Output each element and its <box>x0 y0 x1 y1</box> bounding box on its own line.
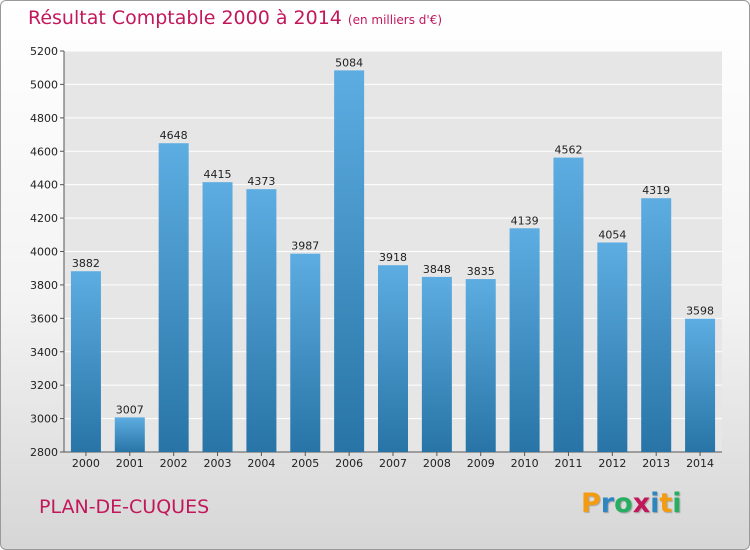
y-tick-label: 4000 <box>30 246 58 259</box>
y-tick-label: 3400 <box>30 346 58 359</box>
y-tick-label: 4200 <box>30 212 58 225</box>
bar-2014 <box>685 318 716 452</box>
y-tick-label: 5200 <box>30 45 58 58</box>
data-label-2008: 3848 <box>423 263 451 276</box>
data-label-2001: 3007 <box>116 403 144 416</box>
y-tick-label: 3800 <box>30 279 58 292</box>
bar-2010 <box>509 228 540 452</box>
bar-2002 <box>158 143 189 453</box>
bar-2000 <box>70 271 101 452</box>
bar-2007 <box>378 265 408 452</box>
bar-2006 <box>334 70 365 453</box>
bar-2008 <box>421 276 452 452</box>
x-tick-label-2002: 2002 <box>160 457 188 470</box>
data-label-2006: 5084 <box>335 56 363 69</box>
bar-2004 <box>246 189 277 452</box>
data-label-2009: 3835 <box>467 265 495 278</box>
logo-letter: i <box>672 488 682 519</box>
y-tick-label: 2800 <box>30 446 58 459</box>
logo-letter: o <box>614 488 633 519</box>
town-name: PLAN-DE-CUQUES <box>39 496 210 518</box>
y-tick-label: 3600 <box>30 312 58 325</box>
x-tick-label-2005: 2005 <box>291 457 319 470</box>
x-tick-label-2006: 2006 <box>335 457 363 470</box>
x-tick-label-2010: 2010 <box>511 457 539 470</box>
data-label-2005: 3987 <box>291 240 319 253</box>
x-axis: 2000 2001 2002 2003 2004 2005 2006 2007 2008 2009… <box>72 452 714 470</box>
bar-2013 <box>641 198 672 452</box>
x-tick-label-2004: 2004 <box>247 457 275 470</box>
x-tick-label-2008: 2008 <box>423 457 451 470</box>
proxiti-logo: Proxiti <box>581 488 682 519</box>
x-tick-label-2014: 2014 <box>686 457 714 470</box>
y-tick-label: 3000 <box>30 413 58 426</box>
data-label-2013: 4319 <box>642 184 670 197</box>
x-tick-label-2007: 2007 <box>379 457 407 470</box>
y-tick-label: 4600 <box>30 145 58 158</box>
bars: 3882 3007 4648 4415 4373 3987 5084 3918 3848 3835… <box>70 56 716 453</box>
y-tick-label: 3200 <box>30 379 58 392</box>
y-tick-label: 4400 <box>30 179 58 192</box>
logo-letter: t <box>659 488 673 519</box>
x-tick-label-2012: 2012 <box>598 457 626 470</box>
logo-letter: i <box>650 488 660 519</box>
chart-title-text: Résultat Comptable 2000 à 2014 <box>28 7 342 29</box>
x-tick-label-2001: 2001 <box>116 457 144 470</box>
bar-2011 <box>553 157 584 452</box>
data-label-2011: 4562 <box>554 144 582 157</box>
bar-2005 <box>290 253 321 452</box>
y-tick-label: 4800 <box>30 112 58 125</box>
logo-letter: r <box>600 488 615 519</box>
data-label-2002: 4648 <box>160 129 188 142</box>
x-tick-label-2000: 2000 <box>72 457 100 470</box>
x-tick-label-2009: 2009 <box>467 457 495 470</box>
x-tick-label-2011: 2011 <box>554 457 582 470</box>
logo-letter: x <box>632 488 651 519</box>
data-label-2000: 3882 <box>72 257 100 270</box>
bar-2003 <box>202 182 233 453</box>
data-label-2007: 3918 <box>379 251 407 264</box>
chart-unit: (en milliers d'€) <box>347 13 443 27</box>
data-label-2014: 3598 <box>686 305 714 318</box>
chart-title: Résultat Comptable 2000 à 2014 (en millie… <box>28 7 442 29</box>
x-tick-label-2003: 2003 <box>204 457 232 470</box>
data-label-2004: 4373 <box>247 175 275 188</box>
data-label-2010: 4139 <box>511 214 539 227</box>
data-label-2003: 4415 <box>204 168 232 181</box>
bar-2012 <box>597 242 628 452</box>
x-tick-label-2013: 2013 <box>642 457 670 470</box>
bar-2009 <box>465 279 496 452</box>
logo-letter: P <box>581 488 601 519</box>
y-tick-label: 5000 <box>30 78 58 91</box>
bar-2001 <box>114 417 145 452</box>
data-label-2012: 4054 <box>598 228 626 241</box>
